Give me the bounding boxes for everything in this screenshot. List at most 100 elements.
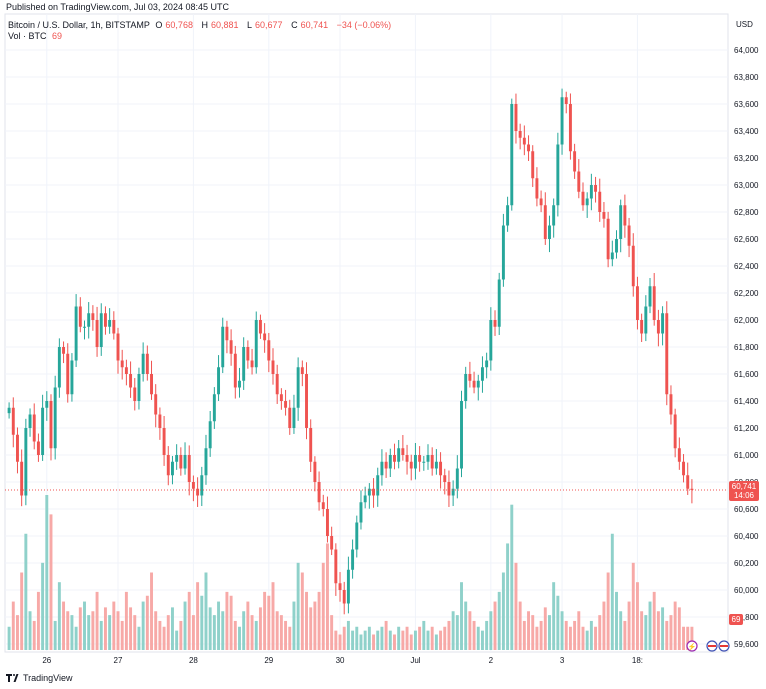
volume-bar <box>690 626 694 650</box>
candle-body <box>388 455 392 469</box>
candle-body <box>208 421 212 449</box>
candle-body <box>573 151 577 172</box>
volume-bar <box>568 626 572 650</box>
y-tick-label: 60,400 <box>734 532 759 541</box>
candle-body <box>619 205 623 239</box>
symbol-name[interactable]: Bitcoin / U.S. Dollar, 1h, BITSTAMP <box>8 20 150 30</box>
candle-body <box>527 144 530 152</box>
footer-brand[interactable]: TradingView <box>6 673 73 683</box>
volume-bar <box>116 611 120 650</box>
candle-body <box>7 407 11 414</box>
candle-body <box>367 488 371 496</box>
candle-body <box>585 198 589 206</box>
volume-bar <box>187 591 191 650</box>
volume-bar <box>615 591 618 650</box>
candle-body <box>468 374 472 381</box>
volume-row: Vol · BTC 69 <box>8 31 394 42</box>
candle-body <box>250 360 254 368</box>
candle-body <box>212 394 216 422</box>
volume-bar <box>296 562 300 650</box>
candle-body <box>325 509 329 536</box>
volume-label[interactable]: Vol · BTC <box>8 31 47 41</box>
volume-bar <box>652 591 656 650</box>
last-price-value: 60,741 <box>732 482 757 491</box>
volume-bar <box>233 620 237 650</box>
candle-body <box>254 320 258 368</box>
candle-body <box>669 394 673 415</box>
candle-body <box>36 441 40 455</box>
candle-body <box>242 347 246 381</box>
close-label: C <box>291 20 298 30</box>
candle-body <box>204 448 208 476</box>
volume-bar <box>673 601 677 650</box>
volume-bar <box>677 607 681 650</box>
volume-bar <box>635 582 639 650</box>
volume-bar <box>158 620 162 650</box>
volume-bar <box>279 615 283 650</box>
volume-bar <box>11 601 15 650</box>
candle-body <box>171 461 174 476</box>
volume-bar <box>627 601 631 650</box>
lightning-glyph-icon: ⚡ <box>688 642 697 651</box>
volume-bar <box>330 615 334 650</box>
volume-bar <box>225 591 229 650</box>
candle-body <box>393 455 396 462</box>
y-tick-label: 63,800 <box>734 73 759 82</box>
candle-body <box>317 482 321 503</box>
candle-body <box>384 461 388 469</box>
candle-body <box>648 286 652 307</box>
countdown-value: 14:06 <box>734 491 755 500</box>
volume-bar <box>49 514 53 650</box>
candle-body <box>640 320 644 334</box>
volume-bar <box>439 630 443 650</box>
candle-body <box>464 374 468 401</box>
candle-body <box>434 461 438 469</box>
candle-body <box>397 448 401 462</box>
candle-body <box>409 461 413 469</box>
volume-bar <box>36 591 40 650</box>
volume-bar <box>129 607 133 650</box>
candle-body <box>74 306 78 361</box>
candle-body <box>652 286 656 320</box>
volume-bar <box>200 595 204 650</box>
volume-bar <box>443 626 447 650</box>
y-tick-label: 61,400 <box>734 397 759 406</box>
candle-body <box>103 313 107 327</box>
volume-bar <box>154 611 158 650</box>
volume-bar <box>66 611 70 650</box>
volume-bar <box>271 582 275 650</box>
low-label: L <box>247 20 253 30</box>
volume-bar <box>112 601 116 650</box>
volume-bar <box>300 572 304 650</box>
candle-body <box>548 225 551 239</box>
volume-bar <box>623 620 627 650</box>
volume-bar <box>619 611 623 650</box>
candle-body <box>95 320 99 347</box>
volume-bar <box>598 615 602 650</box>
candle-body <box>338 583 342 590</box>
candle-body <box>330 536 334 550</box>
volume-badge <box>729 614 743 625</box>
volume-bar <box>518 601 522 650</box>
candle-body <box>70 360 74 395</box>
volume-bar <box>527 611 530 650</box>
y-tick-label: 63,200 <box>734 154 759 163</box>
volume-bar <box>468 611 472 650</box>
candle-body <box>661 313 665 334</box>
x-tick-label: 18: <box>632 656 643 665</box>
candle-body <box>150 374 153 395</box>
volume-bar <box>124 591 128 650</box>
candle-body <box>405 455 409 462</box>
candle-body <box>141 353 145 374</box>
y-tick-label: 62,600 <box>734 235 759 244</box>
volume-bar <box>284 620 288 650</box>
candle-body <box>485 360 489 368</box>
candle-body <box>610 252 614 260</box>
volume-bar <box>204 572 208 650</box>
volume-bar <box>83 601 86 650</box>
volume-bar <box>669 615 673 650</box>
candle-body <box>451 488 455 496</box>
candle-body <box>66 353 70 395</box>
volume-bar <box>434 634 438 650</box>
